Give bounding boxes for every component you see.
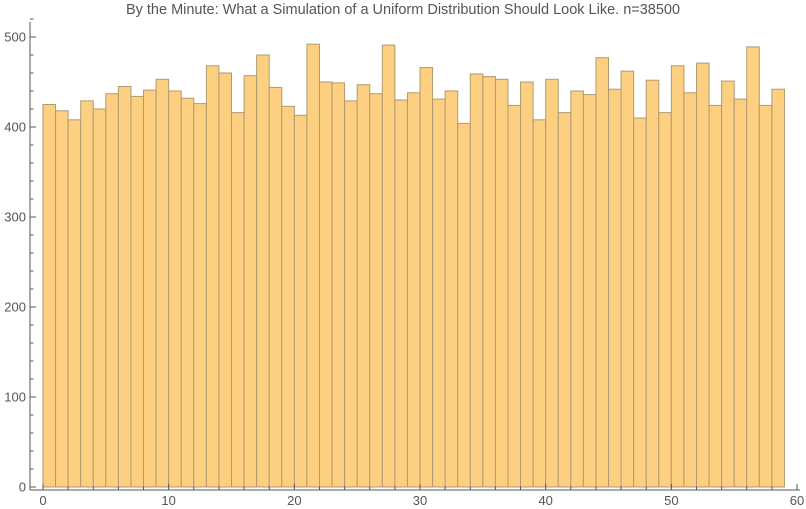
histogram-bar bbox=[444, 90, 459, 488]
histogram-bar bbox=[494, 78, 509, 488]
histogram-bar bbox=[557, 112, 572, 488]
histogram-bar bbox=[582, 94, 597, 488]
histogram-bar bbox=[457, 122, 471, 488]
histogram-bar bbox=[746, 46, 760, 488]
histogram-bar bbox=[708, 104, 723, 488]
histogram-bar bbox=[168, 90, 182, 488]
histogram-bar bbox=[268, 86, 283, 488]
histogram-bar bbox=[369, 93, 383, 488]
y-axis: 0 100 200 300 400 500 bbox=[4, 18, 36, 495]
histogram-bar bbox=[155, 78, 170, 488]
histogram-bar bbox=[545, 78, 559, 488]
histogram-bar bbox=[193, 103, 207, 488]
histogram-bar bbox=[570, 90, 584, 488]
histogram-bar bbox=[180, 97, 195, 488]
histogram-bar bbox=[205, 65, 220, 488]
histogram-bar bbox=[507, 104, 522, 488]
x-tick-label: 30 bbox=[413, 493, 427, 508]
histogram-bar bbox=[482, 76, 496, 488]
histogram-bar bbox=[55, 110, 69, 488]
histogram-bar bbox=[520, 81, 534, 488]
histogram-bar bbox=[670, 65, 685, 488]
histogram-bar bbox=[658, 112, 672, 488]
histogram-bar bbox=[92, 108, 107, 488]
histogram-bar bbox=[256, 54, 270, 488]
x-tick-label: 10 bbox=[161, 493, 175, 508]
histogram-bar bbox=[243, 75, 258, 488]
histogram-bar bbox=[532, 119, 547, 488]
histogram-bar bbox=[117, 86, 132, 488]
y-tick-label: 500 bbox=[4, 30, 26, 45]
y-tick-label: 200 bbox=[4, 300, 26, 315]
histogram-bar bbox=[758, 104, 773, 488]
histogram-bar bbox=[218, 72, 233, 488]
x-axis: 0 10 20 30 40 50 60 bbox=[30, 484, 804, 508]
histogram-bar bbox=[683, 92, 697, 488]
histogram-bar bbox=[432, 98, 446, 488]
histogram-bar bbox=[293, 114, 308, 488]
histogram-bar bbox=[67, 119, 82, 488]
histogram-bar bbox=[143, 89, 157, 488]
histogram-bar bbox=[469, 73, 484, 488]
histogram-bar bbox=[331, 82, 346, 488]
y-tick-label: 300 bbox=[4, 210, 26, 225]
histogram-bar bbox=[721, 80, 735, 488]
histogram-bar bbox=[344, 100, 358, 488]
y-tick-label: 0 bbox=[19, 480, 26, 495]
histogram-bar bbox=[633, 117, 647, 488]
histogram-bar bbox=[306, 43, 320, 488]
histogram-bar bbox=[105, 93, 119, 488]
histogram-bar bbox=[42, 104, 57, 488]
histogram-bar bbox=[620, 70, 635, 488]
histogram-bar bbox=[595, 57, 610, 488]
histogram-bar bbox=[608, 88, 622, 488]
y-tick-label: 400 bbox=[4, 120, 26, 135]
x-tick-label: 0 bbox=[39, 493, 46, 508]
histogram-bar bbox=[733, 98, 748, 488]
histogram-bar bbox=[394, 99, 408, 488]
histogram-bar bbox=[231, 112, 245, 488]
chart-title: By the Minute: What a Simulation of a Un… bbox=[125, 2, 681, 18]
x-tick-label: 40 bbox=[538, 493, 552, 508]
y-tick-label: 100 bbox=[4, 390, 26, 405]
histogram-bar bbox=[406, 92, 421, 488]
histogram-bar bbox=[281, 105, 295, 488]
histogram-bar bbox=[695, 62, 710, 488]
histogram-bar bbox=[356, 84, 371, 488]
histogram-bar bbox=[381, 44, 396, 488]
histogram-bars bbox=[42, 43, 785, 488]
histogram-bar bbox=[771, 88, 785, 488]
histogram-bar bbox=[130, 95, 145, 488]
x-tick-label: 60 bbox=[790, 493, 804, 508]
histogram-bar bbox=[645, 79, 660, 488]
x-tick-label: 50 bbox=[664, 493, 678, 508]
histogram-bar bbox=[318, 81, 333, 488]
histogram-bar bbox=[419, 67, 434, 488]
x-tick-label: 20 bbox=[287, 493, 301, 508]
histogram-bar bbox=[80, 100, 94, 488]
